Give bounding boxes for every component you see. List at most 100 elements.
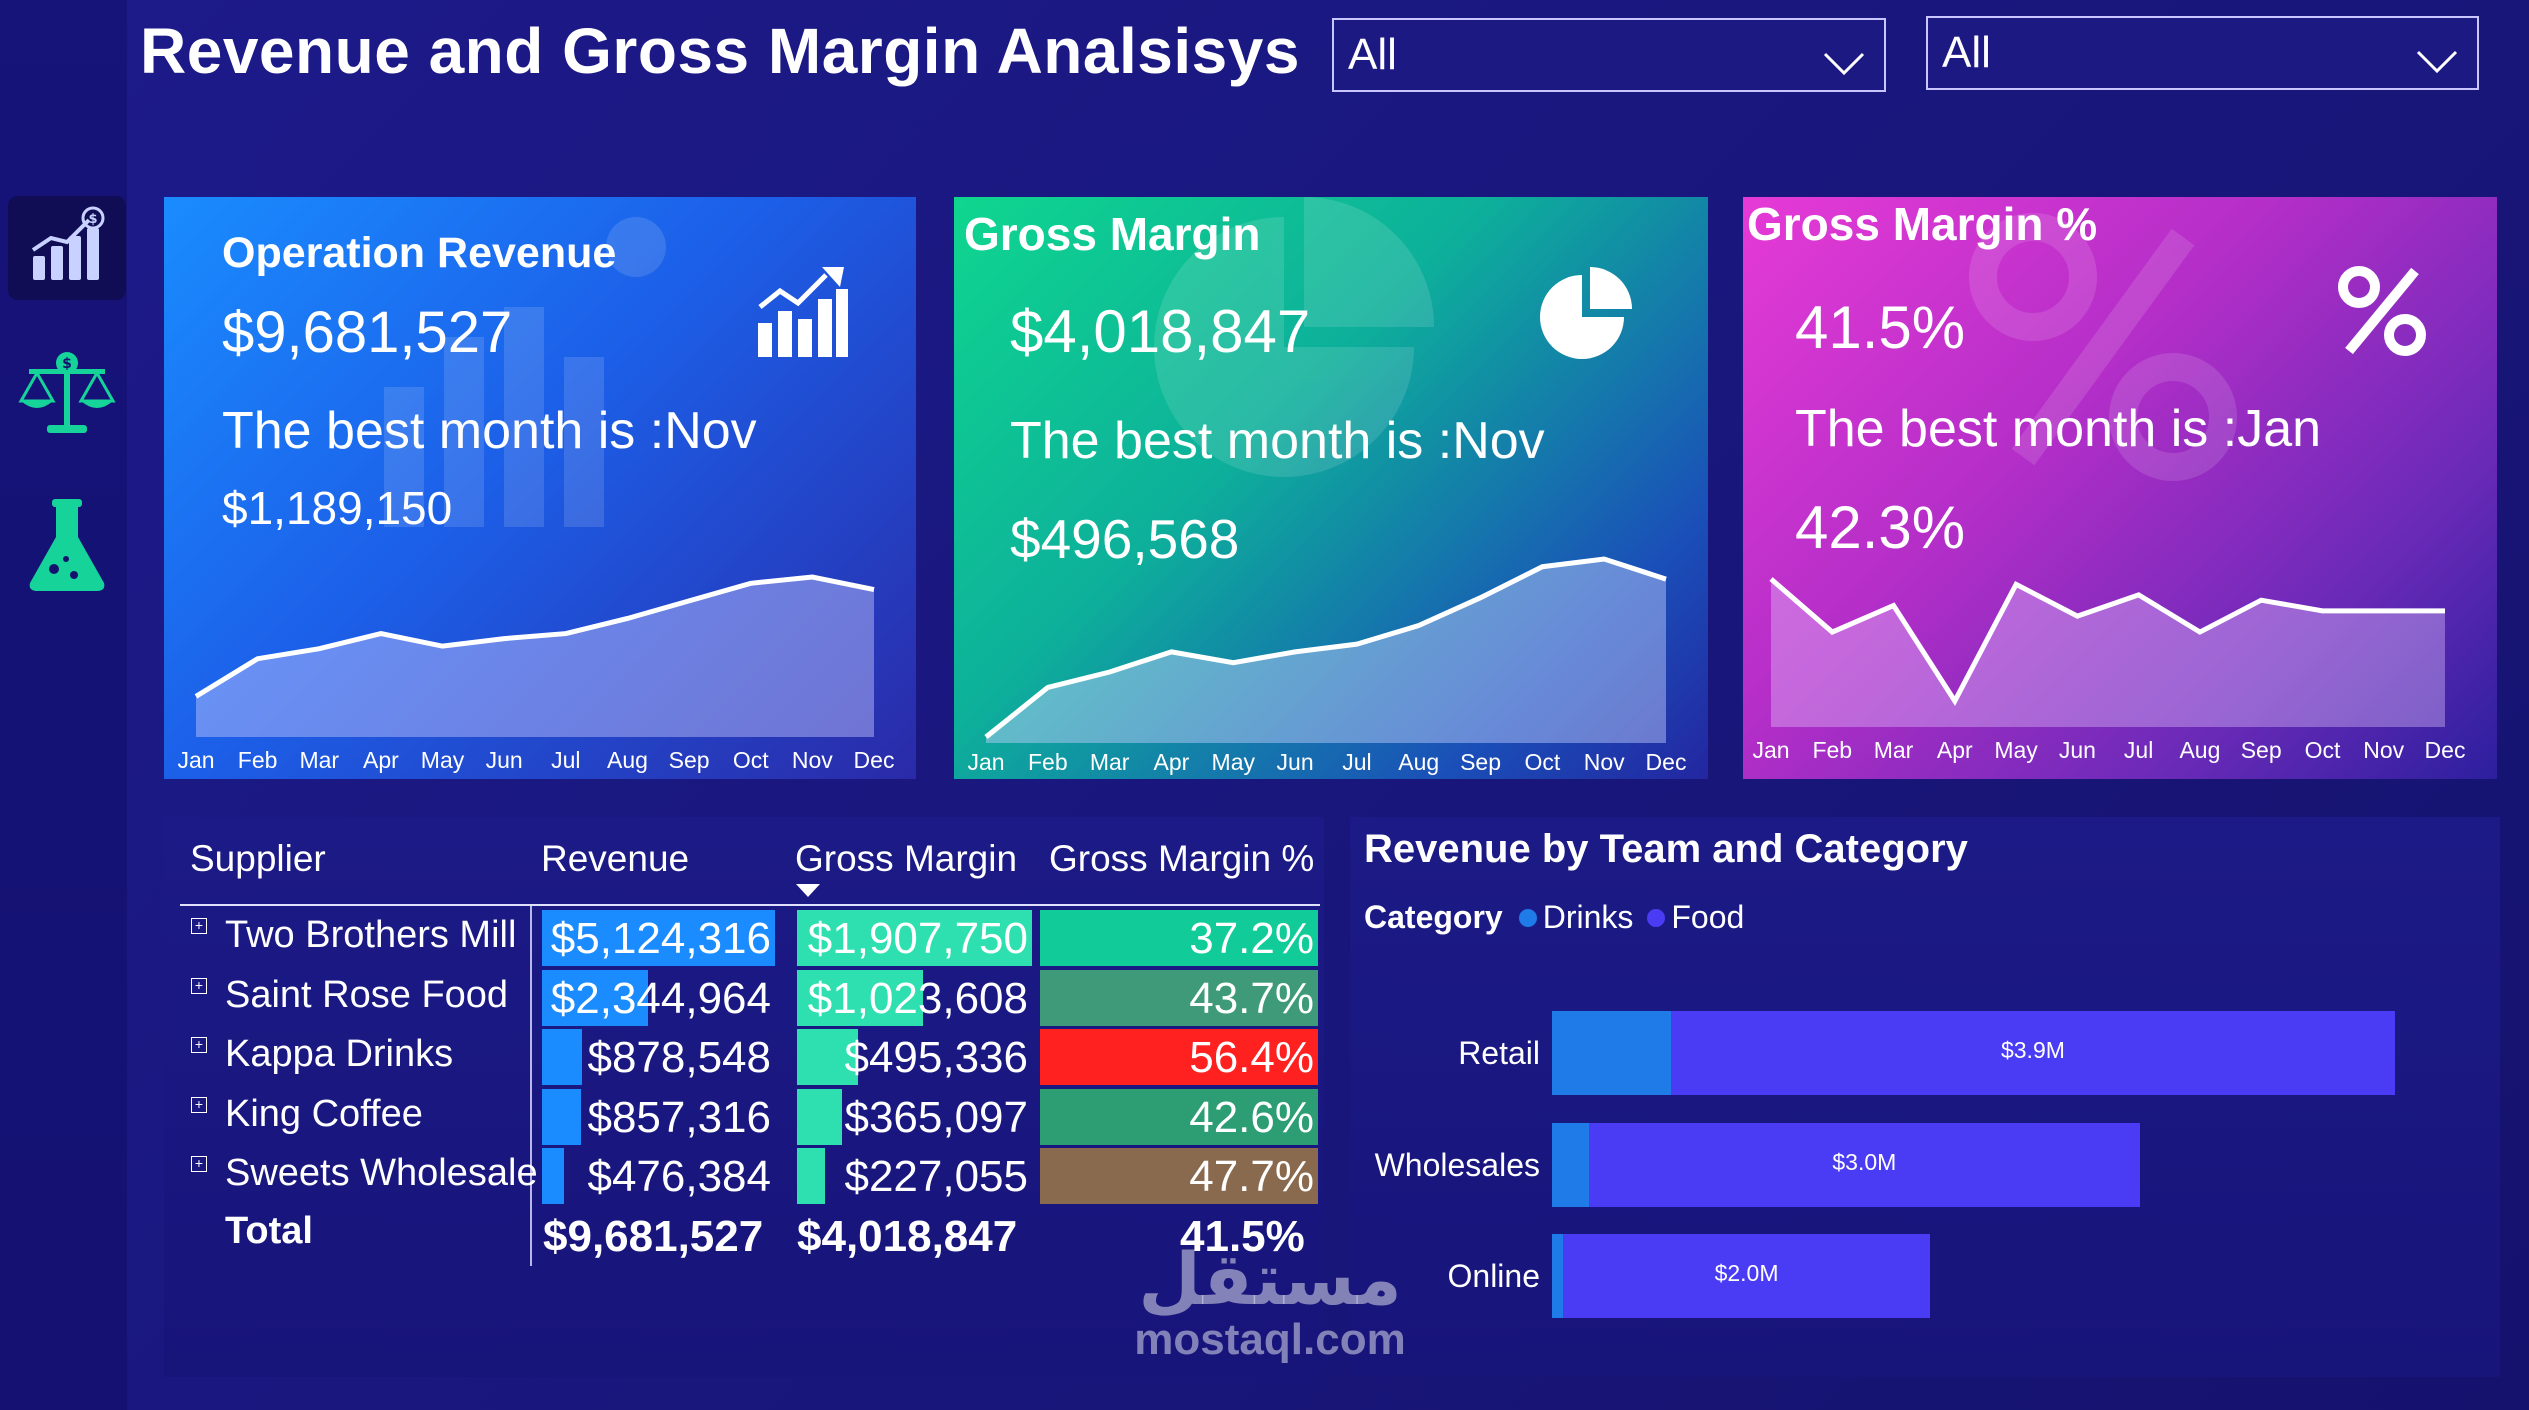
supplier-name[interactable]: Kappa Drinks <box>225 1033 454 1075</box>
sidebar-nav: $ $ <box>0 0 127 1410</box>
bar-data-label: $3.9M <box>2000 1037 2065 1063</box>
supplier-name[interactable]: Sweets Wholesale <box>225 1152 538 1194</box>
analysis-page-button[interactable] <box>8 495 126 599</box>
gross-margin-pct-cell: 47.7% <box>1040 1148 1318 1204</box>
food-segment[interactable] <box>1670 1011 2395 1095</box>
revenue-cell: $2,344,964 <box>542 969 775 1026</box>
gross-margin-pct-cell-value: 37.2% <box>1189 914 1314 963</box>
filter-dropdown-2[interactable]: All <box>1926 16 2479 90</box>
best-month-label: The best month is :Jan <box>1795 400 2322 458</box>
watermark-percent-icon <box>1969 213 2237 481</box>
legend-food[interactable]: Food <box>1671 899 1745 935</box>
revenue-cell-databar <box>542 1088 581 1145</box>
month-label: Jan <box>177 747 215 773</box>
balance-scale-icon: $ <box>17 349 117 444</box>
revenue-cell: $476,384 <box>542 1148 775 1204</box>
filter-dropdown-1[interactable]: All <box>1332 18 1886 92</box>
supplier-name[interactable]: King Coffee <box>225 1092 423 1135</box>
month-label: Dec <box>2424 737 2466 763</box>
team-bar[interactable]: $3.0M <box>1552 1123 2140 1207</box>
gross-margin-cell-databar <box>797 1029 859 1085</box>
column-header-gross-margin-pct[interactable]: Gross Margin % <box>1049 838 1315 879</box>
month-label: Jan <box>1752 737 1790 763</box>
pie-chart-icon <box>1538 263 1638 368</box>
gross-margin-cell-value: $1,023,608 <box>807 973 1028 1023</box>
gross-margin-page-button[interactable]: $ <box>8 344 126 448</box>
gross-margin-pct-cell: 43.7% <box>1040 969 1318 1026</box>
expand-row-icon[interactable]: + <box>191 1037 207 1053</box>
month-label: Sep <box>2240 737 2282 763</box>
month-label: Nov <box>791 747 833 773</box>
best-month-value: 42.3% <box>1795 494 1966 561</box>
svg-text:$: $ <box>62 356 72 372</box>
column-header-supplier[interactable]: Supplier <box>190 838 326 879</box>
column-header-gross-margin[interactable]: Gross Margin <box>795 838 1018 879</box>
sort-descending-icon[interactable] <box>796 884 820 903</box>
svg-text:$: $ <box>88 212 97 227</box>
revenue-cell-databar <box>542 1148 564 1204</box>
food-segment[interactable] <box>1588 1123 2140 1207</box>
month-label: Feb <box>237 747 278 773</box>
expand-row-icon[interactable]: + <box>191 918 207 934</box>
column-header-revenue[interactable]: Revenue <box>541 838 690 879</box>
month-label: Jun <box>2058 737 2096 763</box>
expand-row-icon[interactable]: + <box>191 977 207 994</box>
gross-margin-pct-cell-value: 56.4% <box>1189 1033 1314 1082</box>
trend-area <box>196 577 874 737</box>
gross-margin-pct-total-value: 41.5% <box>1795 294 1966 361</box>
legend-drinks[interactable]: Drinks <box>1542 899 1634 935</box>
revenue-cell-value: $476,384 <box>587 1152 771 1201</box>
team-bar[interactable]: $2.0M <box>1552 1234 1931 1318</box>
expand-row-icon[interactable]: + <box>191 1156 207 1172</box>
month-label: Aug <box>606 747 648 773</box>
mostaql-watermark: مستقل mostaql.com <box>1110 1240 1430 1362</box>
revenue-cell-value: $2,344,964 <box>550 973 771 1023</box>
watermark-pie-icon <box>1154 197 1434 477</box>
month-label: May <box>1211 749 1255 775</box>
month-label: Jun <box>485 747 523 773</box>
gross-margin-total-value: $4,018,847 <box>1010 298 1311 365</box>
trend-area <box>986 559 1666 743</box>
card-heading: Operation Revenue <box>222 229 617 277</box>
drinks-segment[interactable] <box>1552 1234 1563 1318</box>
drinks-segment[interactable] <box>1552 1123 1589 1207</box>
gross-margin-pct-cell-databar <box>1040 1088 1318 1145</box>
revenue-total-value: $9,681,527 <box>222 300 513 365</box>
month-label: May <box>1994 737 2038 763</box>
revenue-chart-icon: $ <box>27 206 107 291</box>
best-month-label: The best month is :Nov <box>1010 412 1545 470</box>
drinks-segment[interactable] <box>1552 1011 1671 1095</box>
team-label: Wholesales <box>1374 1147 1540 1183</box>
bar-data-label: $3.0M <box>1832 1149 1897 1175</box>
supplier-name[interactable]: Two Brothers Mill <box>225 914 517 956</box>
month-label: May <box>420 747 465 773</box>
gross-margin-pct-cell-databar <box>1040 969 1318 1026</box>
best-month-value: $496,568 <box>1010 508 1240 570</box>
month-label: Apr <box>1153 749 1190 775</box>
month-label: Oct <box>1524 749 1561 775</box>
chart-legend: Category Drinks Food <box>1364 899 1744 936</box>
gross-margin-cell: $227,055 <box>797 1148 1032 1204</box>
filter-dropdown-1-value: All <box>1348 30 1397 79</box>
expand-row-icon[interactable]: + <box>191 1096 207 1113</box>
revenue-page-button[interactable]: $ <box>8 196 126 300</box>
header-divider <box>180 904 1320 906</box>
month-label: Jun <box>1276 749 1314 775</box>
month-label: Dec <box>1645 749 1687 775</box>
gross-margin-cell-databar <box>797 969 924 1026</box>
percent-icon <box>2333 261 2433 366</box>
supplier-name[interactable]: Saint Rose Food <box>225 973 509 1016</box>
total-gross-margin-pct: 41.5% <box>1180 1212 1305 1261</box>
month-label: Feb <box>1812 737 1853 763</box>
month-label: Oct <box>2304 737 2341 763</box>
food-segment[interactable] <box>1562 1234 1931 1318</box>
chevron-down-icon <box>1822 40 1866 90</box>
legend-dot-drinks <box>1518 908 1537 927</box>
team-bar[interactable]: $3.9M <box>1552 1011 2395 1095</box>
total-row-label: Total <box>225 1210 313 1252</box>
trend-line <box>1769 577 2445 706</box>
revenue-cell: $5,124,316 <box>542 910 775 966</box>
month-label: Mar <box>1873 737 1914 763</box>
operation-revenue-card: Operation Revenue $9,681,527 The best mo… <box>164 197 916 779</box>
gross-margin-cell-databar <box>797 1088 842 1145</box>
